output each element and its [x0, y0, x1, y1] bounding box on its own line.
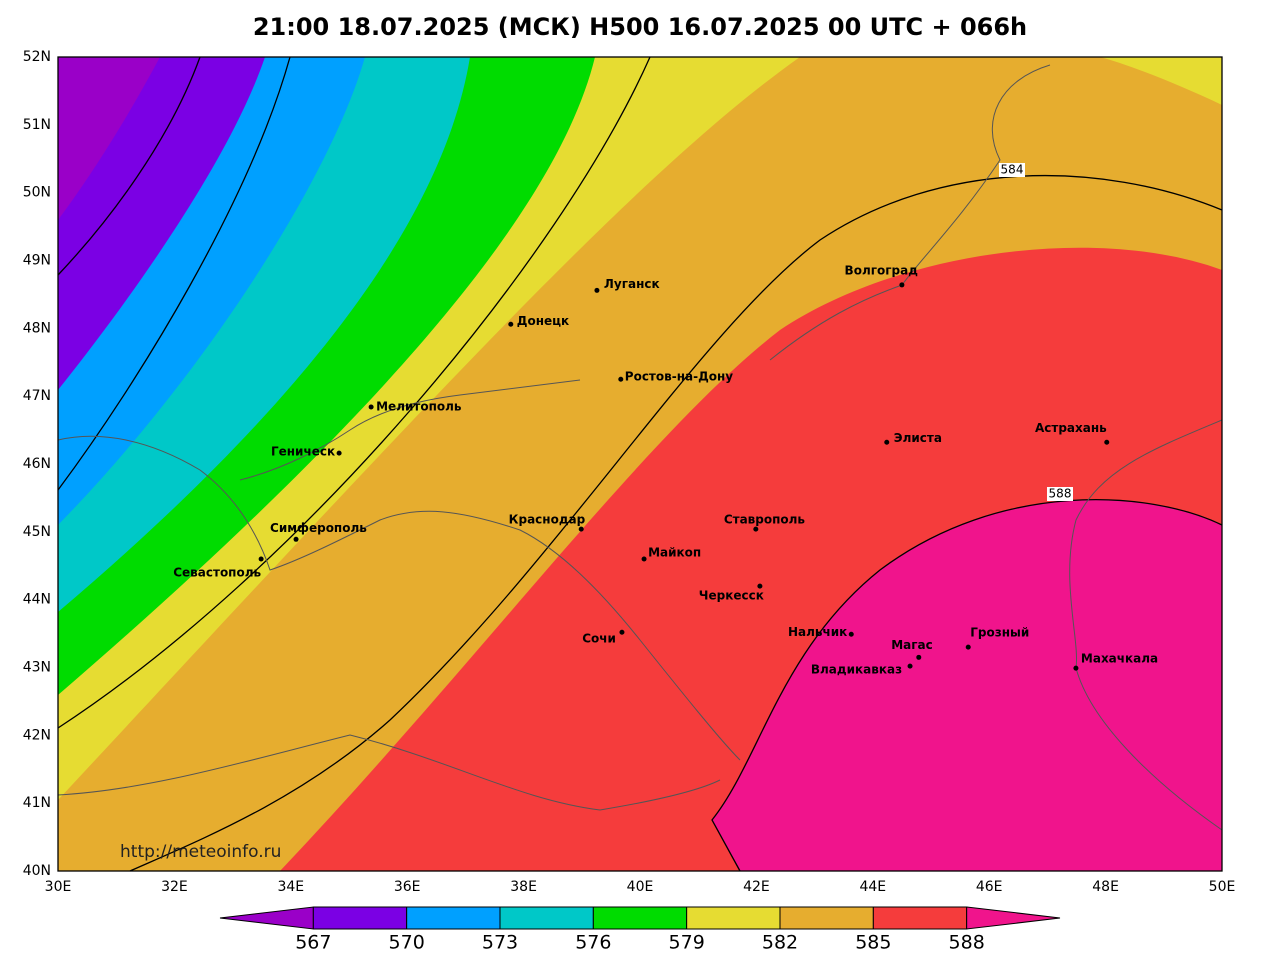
city-dot: [619, 629, 625, 635]
city-label: Симферополь: [270, 521, 367, 535]
coast: [57, 435, 741, 761]
city-dot: [1104, 439, 1110, 445]
y-tick-label: 43N: [23, 660, 51, 676]
title: 21:00 18.07.2025 (МСК) H500 16.07.2025 0…: [253, 13, 1027, 41]
colorbar-segment: [499, 906, 594, 930]
city-label: Владикавказ: [811, 663, 902, 677]
x-tick-label: 46E: [976, 879, 1003, 895]
city-dot: [508, 321, 514, 327]
colorbar-segment: [592, 906, 688, 930]
colorbar-label: 576: [575, 932, 611, 954]
x-tick-label: 48E: [1092, 879, 1119, 895]
coast: [57, 734, 721, 811]
city-dot: [641, 556, 647, 562]
y-tick-label: 45N: [23, 524, 51, 540]
x-tick-label: 38E: [510, 879, 537, 895]
city-dot: [618, 376, 624, 382]
contour: [711, 499, 1223, 872]
colorbar-label: 573: [482, 932, 518, 954]
colorbar-segment: [406, 906, 501, 930]
x-tick-label: 32E: [161, 879, 188, 895]
colorbar-arrow: [966, 906, 1061, 930]
contour-label-bg: [1047, 487, 1073, 501]
colorbar-label: 579: [669, 932, 705, 954]
city-label: Нальчик: [788, 625, 847, 639]
city-label: Мелитополь: [376, 400, 462, 414]
contour: [57, 56, 651, 729]
city-label: Астрахань: [1035, 421, 1107, 435]
colorbar-segment: [779, 906, 874, 930]
city-dot: [848, 631, 854, 637]
coast: [1069, 419, 1223, 831]
y-tick-label: 52N: [23, 49, 51, 65]
city-dot: [884, 439, 890, 445]
city-label: Геническ: [271, 445, 335, 459]
x-tick-label: 40E: [627, 879, 654, 895]
city-dot: [578, 526, 584, 532]
coast: [239, 379, 581, 481]
colorbar-label: 582: [762, 932, 798, 954]
x-tick-label: 42E: [743, 879, 770, 895]
frame: [57, 56, 1223, 872]
contour-label-bg: [999, 163, 1025, 177]
y-tick-label: 51N: [23, 117, 51, 133]
y-tick-label: 44N: [23, 592, 51, 608]
city-dot: [965, 644, 971, 650]
y-tick-label: 42N: [23, 727, 51, 743]
colorbar-label: 567: [295, 932, 331, 954]
y-tick-label: 41N: [23, 795, 51, 811]
city-label: Донецк: [517, 314, 569, 328]
colorbar-segment: [872, 906, 968, 930]
city-label: Элиста: [894, 431, 942, 445]
city-label: Ростов-на-Дону: [625, 370, 734, 384]
city-label: Луганск: [604, 277, 660, 291]
colorbar-label: 570: [389, 932, 425, 954]
city-dot: [336, 450, 342, 456]
x-tick-label: 30E: [45, 879, 72, 895]
contour: [57, 56, 291, 491]
colorbar-segment: [686, 906, 781, 930]
y-tick-label: 49N: [23, 253, 51, 269]
x-tick-label: 50E: [1209, 879, 1236, 895]
river: [769, 64, 1051, 361]
x-tick-label: 36E: [394, 879, 421, 895]
colorbar-segment: [312, 906, 408, 930]
city-dot: [757, 583, 763, 589]
city-label: Ставрополь: [724, 513, 806, 527]
city-label: Черкесск: [699, 589, 764, 603]
x-tick-label: 44E: [859, 879, 886, 895]
city-dot: [1073, 665, 1079, 671]
contour: [57, 56, 201, 276]
city-label: Сочи: [582, 632, 616, 646]
city-label: Майкоп: [648, 545, 701, 559]
city-dot: [753, 526, 759, 532]
city-label: Краснодар: [509, 513, 586, 527]
height-band: [712, 499, 1222, 871]
city-dot: [258, 556, 264, 562]
y-tick-label: 50N: [23, 185, 51, 201]
contour-label: 588: [1049, 487, 1072, 501]
city-label: Махачкала: [1081, 652, 1158, 666]
y-tick-label: 46N: [23, 456, 51, 472]
city-label: Магас: [891, 638, 933, 652]
city-dot: [916, 654, 922, 660]
watermark: http://meteoinfo.ru: [120, 842, 281, 862]
city-label: Грозный: [970, 626, 1029, 640]
city-dot: [594, 287, 600, 293]
y-tick-label: 40N: [23, 863, 51, 879]
contour-label: 584: [1001, 163, 1024, 177]
x-tick-label: 34E: [277, 879, 304, 895]
city-dot: [368, 404, 374, 410]
city-dot: [293, 536, 299, 542]
colorbar-label: 588: [949, 932, 985, 954]
y-tick-label: 48N: [23, 320, 51, 336]
city-label: Волгоград: [845, 263, 919, 277]
city-label: Севастополь: [173, 565, 261, 579]
city-dot: [899, 282, 905, 288]
colorbar-label: 585: [855, 932, 891, 954]
coastlines: [57, 64, 1223, 831]
city-dot: [907, 663, 913, 669]
y-tick-label: 47N: [23, 388, 51, 404]
